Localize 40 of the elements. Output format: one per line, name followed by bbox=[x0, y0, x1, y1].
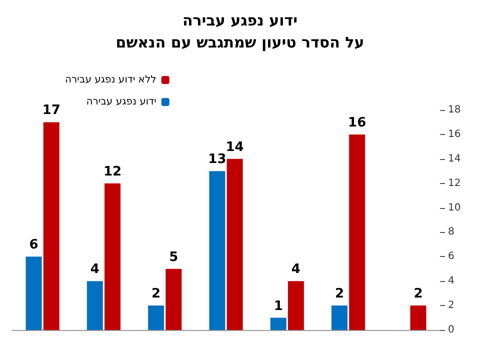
legend-label: ידוע נפגע עבירה bbox=[86, 96, 156, 108]
data-label: 17 bbox=[42, 103, 60, 118]
data-label: 13 bbox=[208, 152, 226, 168]
data-label: 2 bbox=[334, 286, 344, 302]
y-tick-label: 14 bbox=[448, 153, 461, 164]
data-label: 4 bbox=[90, 262, 100, 278]
bar bbox=[104, 183, 121, 330]
bar bbox=[349, 134, 366, 330]
data-label: 4 bbox=[291, 262, 300, 278]
bar bbox=[166, 268, 182, 330]
bar bbox=[148, 306, 164, 330]
y-tick-label: 4 bbox=[448, 276, 454, 287]
bar bbox=[226, 158, 243, 330]
data-label: 5 bbox=[169, 250, 178, 265]
y-tick-label: 6 bbox=[448, 251, 454, 262]
data-label: 14 bbox=[226, 140, 244, 155]
y-tick-label: 18 bbox=[448, 104, 461, 116]
data-label: 12 bbox=[103, 164, 122, 180]
bar bbox=[270, 318, 286, 330]
y-tick-label: 10 bbox=[448, 202, 461, 214]
bar bbox=[288, 281, 304, 330]
chart-title: ידוע נפגע עבירה bbox=[182, 12, 298, 30]
bar bbox=[43, 122, 60, 330]
data-label: 1 bbox=[274, 298, 283, 314]
bar bbox=[410, 306, 426, 330]
bar bbox=[331, 306, 348, 330]
y-tick-label: 12 bbox=[448, 178, 461, 189]
bar bbox=[26, 256, 42, 330]
legend-label: ללא ידוע נפגע עבירה bbox=[64, 74, 156, 86]
data-label: 16 bbox=[348, 115, 366, 130]
bar bbox=[86, 281, 103, 330]
y-tick-label: 8 bbox=[448, 226, 454, 238]
y-tick-label: 2 bbox=[448, 300, 454, 312]
data-label: 6 bbox=[29, 238, 38, 253]
bar bbox=[209, 171, 226, 330]
chart-subtitle: על הסדר טיעון שמתגבש עם הנאשם bbox=[116, 34, 364, 52]
data-label: 2 bbox=[414, 286, 423, 302]
y-tick-label: 0 bbox=[448, 324, 454, 336]
y-tick-label: 16 bbox=[448, 128, 461, 140]
data-label: 2 bbox=[152, 286, 161, 302]
